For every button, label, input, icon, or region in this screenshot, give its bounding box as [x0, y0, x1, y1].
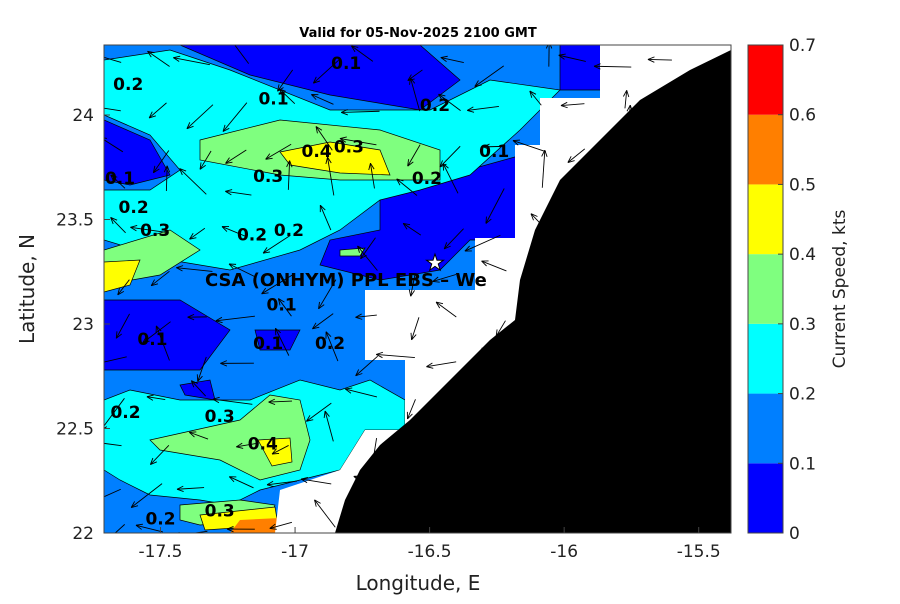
colorbar-swatch	[748, 45, 783, 115]
arrow-head	[411, 333, 412, 340]
y-axis-label: Latitude, N	[15, 234, 39, 344]
x-tick-label: -15.5	[677, 542, 721, 562]
arrow-head	[513, 140, 520, 141]
contour-label: 0.2	[110, 403, 140, 423]
x-tick-label: -17	[281, 542, 309, 562]
arrow-head	[97, 360, 103, 364]
colorbar-tick-label: 0.1	[789, 454, 816, 474]
contour-label: 0.2	[237, 225, 267, 245]
arrow-head	[497, 552, 498, 559]
arrow-head	[486, 217, 487, 224]
arrow-head	[349, 533, 355, 537]
colorbar-swatch	[748, 254, 783, 324]
contour-label: 0.2	[119, 198, 149, 218]
arrow-head	[540, 552, 544, 557]
colorbar-tick-label: 0.3	[789, 315, 816, 335]
contour-label: 0.2	[274, 221, 304, 241]
contour-label: 0.4	[302, 142, 332, 162]
x-tick-label: -16.5	[408, 542, 452, 562]
colorbar-swatch	[748, 184, 783, 254]
arrow-head	[521, 287, 528, 288]
contour-label: 0.3	[140, 221, 170, 241]
y-tick-label: 24	[72, 106, 94, 126]
contour-label: 0.2	[145, 510, 175, 530]
y-tick-label: 22	[72, 524, 94, 544]
contour-label: 0.4	[248, 434, 278, 454]
arrow-head	[229, 38, 231, 45]
colorbar-tick-label: 0	[789, 524, 800, 544]
arrow-head	[97, 543, 100, 549]
contour-label: 0.2	[113, 75, 143, 95]
arrow-head	[608, 534, 615, 535]
colorbar-tick-label: 0.7	[789, 36, 816, 56]
arrow-head	[97, 364, 104, 365]
arrow-head	[229, 38, 235, 42]
contour-label: 0.2	[412, 169, 442, 189]
contour-label: 0.2	[420, 96, 450, 116]
contour-label: 0.1	[479, 142, 509, 162]
y-tick-label: 22.5	[56, 420, 94, 440]
station-label: CSA (ONHYM) PPL EBS – We	[205, 270, 487, 291]
arrow-head	[173, 536, 180, 538]
colorbar-tick-label: 0.5	[789, 175, 816, 195]
contour-label: 0.1	[258, 90, 288, 110]
colorbar-swatch	[748, 324, 783, 394]
colorbar-tick-label: 0.6	[789, 106, 816, 126]
colorbar-tick-label: 0.2	[789, 385, 816, 405]
arrow-head	[101, 423, 103, 430]
y-tick-label: 23.5	[56, 211, 94, 231]
arrow-head	[92, 53, 99, 54]
contour-label: 0.1	[137, 330, 167, 350]
colorbar-tick-label: 0.4	[789, 245, 816, 265]
arrow-head	[92, 54, 97, 58]
arrow-head	[96, 441, 103, 443]
contour-label: 0.1	[267, 296, 297, 316]
arrow-head	[539, 550, 540, 557]
contour-label: 0.2	[315, 334, 345, 354]
arrow-head	[498, 553, 502, 559]
chart-title: Valid for 05-Nov-2025 2100 GMT	[299, 26, 537, 41]
colorbar-swatch	[748, 115, 783, 185]
arrow-head	[699, 73, 700, 80]
arrow-head	[100, 137, 104, 143]
arrow-head	[96, 442, 102, 446]
arrow-head	[403, 458, 404, 465]
colorbar: 0 0.1 0.2 0.3 0.4 0.5 0.6 0.7	[748, 36, 816, 544]
y-tick-label: 23	[72, 315, 94, 335]
contour-label: 0.1	[331, 54, 361, 74]
colorbar-swatch	[748, 394, 783, 464]
contour-label: 0.1	[253, 334, 283, 354]
contour-label: 0.1	[105, 169, 135, 189]
y-axis: 22 22.5 23 23.5 24	[56, 106, 110, 544]
arrow-shaft	[648, 59, 672, 60]
x-tick-label: -17.5	[139, 542, 183, 562]
arrow-head	[610, 394, 617, 395]
contour-label: 0.3	[205, 407, 235, 427]
x-tick-label: -16	[550, 542, 578, 562]
x-axis-label: Longitude, E	[356, 571, 481, 595]
arrow-head	[557, 289, 564, 290]
arrow-head	[349, 537, 356, 538]
arrow-head	[97, 547, 104, 549]
contour-label: 0.3	[253, 167, 283, 187]
colorbar-swatch	[748, 463, 783, 533]
colorbar-label: Current Speed, kts	[830, 210, 850, 369]
contour-label: 0.3	[205, 501, 235, 521]
arrow-head	[97, 495, 102, 500]
contour-label: 0.3	[334, 138, 364, 158]
